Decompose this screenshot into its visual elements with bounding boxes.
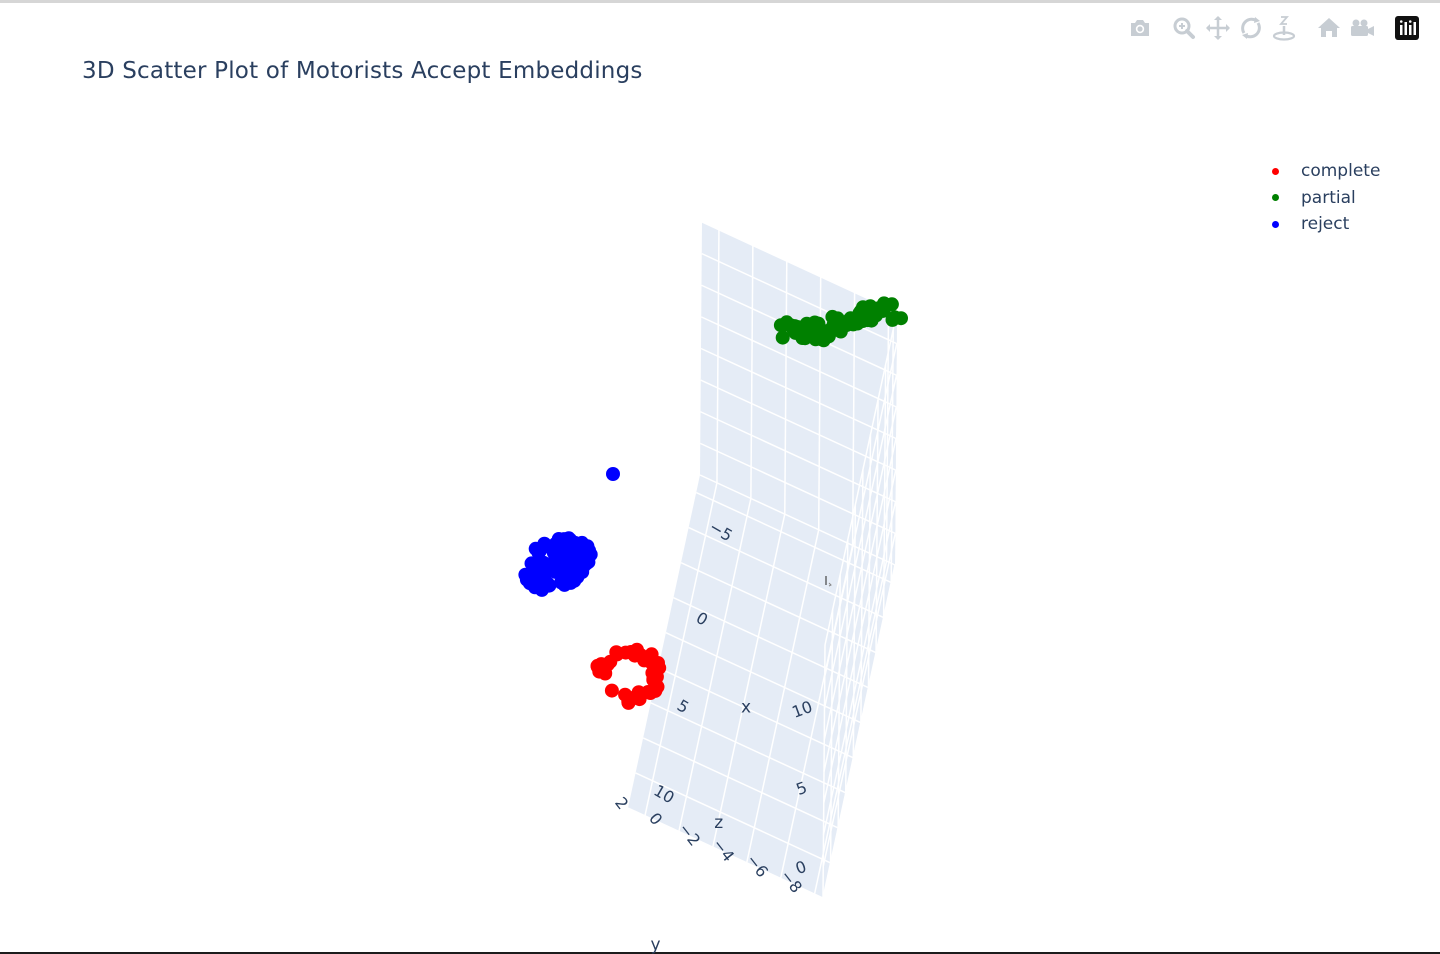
z-axis-title: z [714, 813, 723, 833]
point-reject[interactable] [560, 567, 575, 582]
data-points [518, 296, 908, 710]
point-complete[interactable] [629, 642, 644, 657]
point-reject[interactable] [569, 543, 584, 557]
gridline-x-floor [635, 772, 831, 864]
y-axis-title: y [650, 935, 660, 954]
x-axis-title: x [741, 698, 751, 718]
gridline-x-floor [673, 597, 869, 689]
gridline-x-floor [627, 807, 824, 899]
legend-item-reject[interactable]: reject [1262, 211, 1380, 238]
gridline-z-left [822, 533, 896, 867]
y-tick-label: 2 [611, 793, 632, 813]
legend-marker [1272, 194, 1279, 202]
point-reject[interactable] [522, 568, 537, 583]
gridline-z-right [699, 442, 896, 535]
gridline-z-left [822, 501, 897, 835]
zoom-icon[interactable] [1170, 14, 1198, 42]
window-top-border [0, 0, 1440, 3]
gridline-z-left [823, 438, 897, 772]
gridline-z-left [824, 343, 898, 677]
point-complete[interactable] [643, 686, 658, 700]
plotly-logo-icon[interactable] [1393, 14, 1421, 42]
gridline-y-floor [644, 482, 718, 816]
point-partial[interactable] [804, 325, 819, 340]
gridline-z-left [822, 564, 896, 899]
legend-item-partial[interactable]: partial [1262, 185, 1380, 212]
camera-icon[interactable] [1126, 14, 1154, 42]
gridline-z-right [701, 252, 898, 345]
point-complete[interactable] [637, 653, 652, 668]
grid-lines [627, 221, 898, 899]
point-reject[interactable] [551, 532, 566, 546]
gridline-z-right [700, 347, 897, 440]
legend-marker [1272, 167, 1279, 175]
gridline-z-right [699, 474, 896, 566]
point-partial[interactable] [884, 297, 899, 312]
modebar [1126, 14, 1426, 44]
legend-label: complete [1301, 161, 1381, 182]
gridline-z-right [700, 316, 897, 408]
window-bottom-border [0, 952, 1440, 954]
gridline-z-right [701, 221, 898, 313]
gridline-x-floor [665, 632, 862, 724]
gridline-z-left [823, 406, 897, 741]
video-camera-icon[interactable] [1348, 14, 1376, 42]
gridline-y-floor [678, 498, 752, 832]
gridline-z-left [823, 375, 898, 709]
point-partial[interactable] [853, 304, 868, 319]
point-complete[interactable] [646, 673, 661, 687]
point-reject[interactable] [606, 467, 620, 481]
turntable-icon[interactable] [1270, 14, 1298, 42]
point-partial[interactable] [894, 311, 908, 326]
chart-title: 3D Scatter Plot of Motorists Accept Embe… [82, 58, 643, 84]
point-partial[interactable] [831, 318, 846, 333]
point-reject[interactable] [530, 555, 545, 569]
point-complete[interactable] [651, 656, 665, 670]
home-icon[interactable] [1315, 14, 1343, 42]
point-partial[interactable] [788, 325, 803, 340]
point-reject[interactable] [539, 563, 554, 578]
point-reject[interactable] [532, 544, 547, 559]
gridline-x-floor [642, 737, 839, 829]
gridline-y-floor [813, 560, 888, 895]
gridline-z-left [823, 469, 897, 804]
point-complete[interactable] [604, 683, 619, 698]
point-reject[interactable] [537, 579, 552, 594]
point-partial[interactable] [822, 327, 837, 342]
gridline-x-floor [695, 491, 892, 584]
gridline-x-floor [658, 667, 854, 759]
cursor-icon [825, 576, 832, 587]
gridline-z-right [700, 411, 896, 503]
point-complete[interactable] [632, 692, 647, 707]
legend-item-complete[interactable]: complete [1262, 158, 1380, 185]
gridline-x-floor [688, 526, 884, 619]
orbit-icon[interactable] [1237, 14, 1265, 42]
gridline-y-floor [712, 513, 786, 848]
gridline-z-left [824, 311, 898, 646]
point-complete[interactable] [609, 645, 624, 660]
point-reject[interactable] [549, 562, 564, 577]
legend: complete partial reject [1262, 158, 1380, 238]
gridline-x-floor [680, 561, 877, 654]
gridline-x-floor [650, 702, 847, 794]
legend-marker [1272, 220, 1279, 228]
point-partial[interactable] [778, 317, 793, 332]
legend-label: reject [1301, 214, 1350, 235]
axis-titles: x y z [650, 698, 751, 954]
point-reject[interactable] [574, 562, 589, 577]
pan-icon[interactable] [1204, 14, 1232, 42]
gridline-y-floor [745, 529, 820, 863]
point-complete[interactable] [590, 658, 605, 673]
gridline-z-right [700, 379, 897, 471]
legend-label: partial [1301, 187, 1356, 208]
point-reject[interactable] [546, 545, 561, 560]
point-partial[interactable] [775, 330, 790, 345]
